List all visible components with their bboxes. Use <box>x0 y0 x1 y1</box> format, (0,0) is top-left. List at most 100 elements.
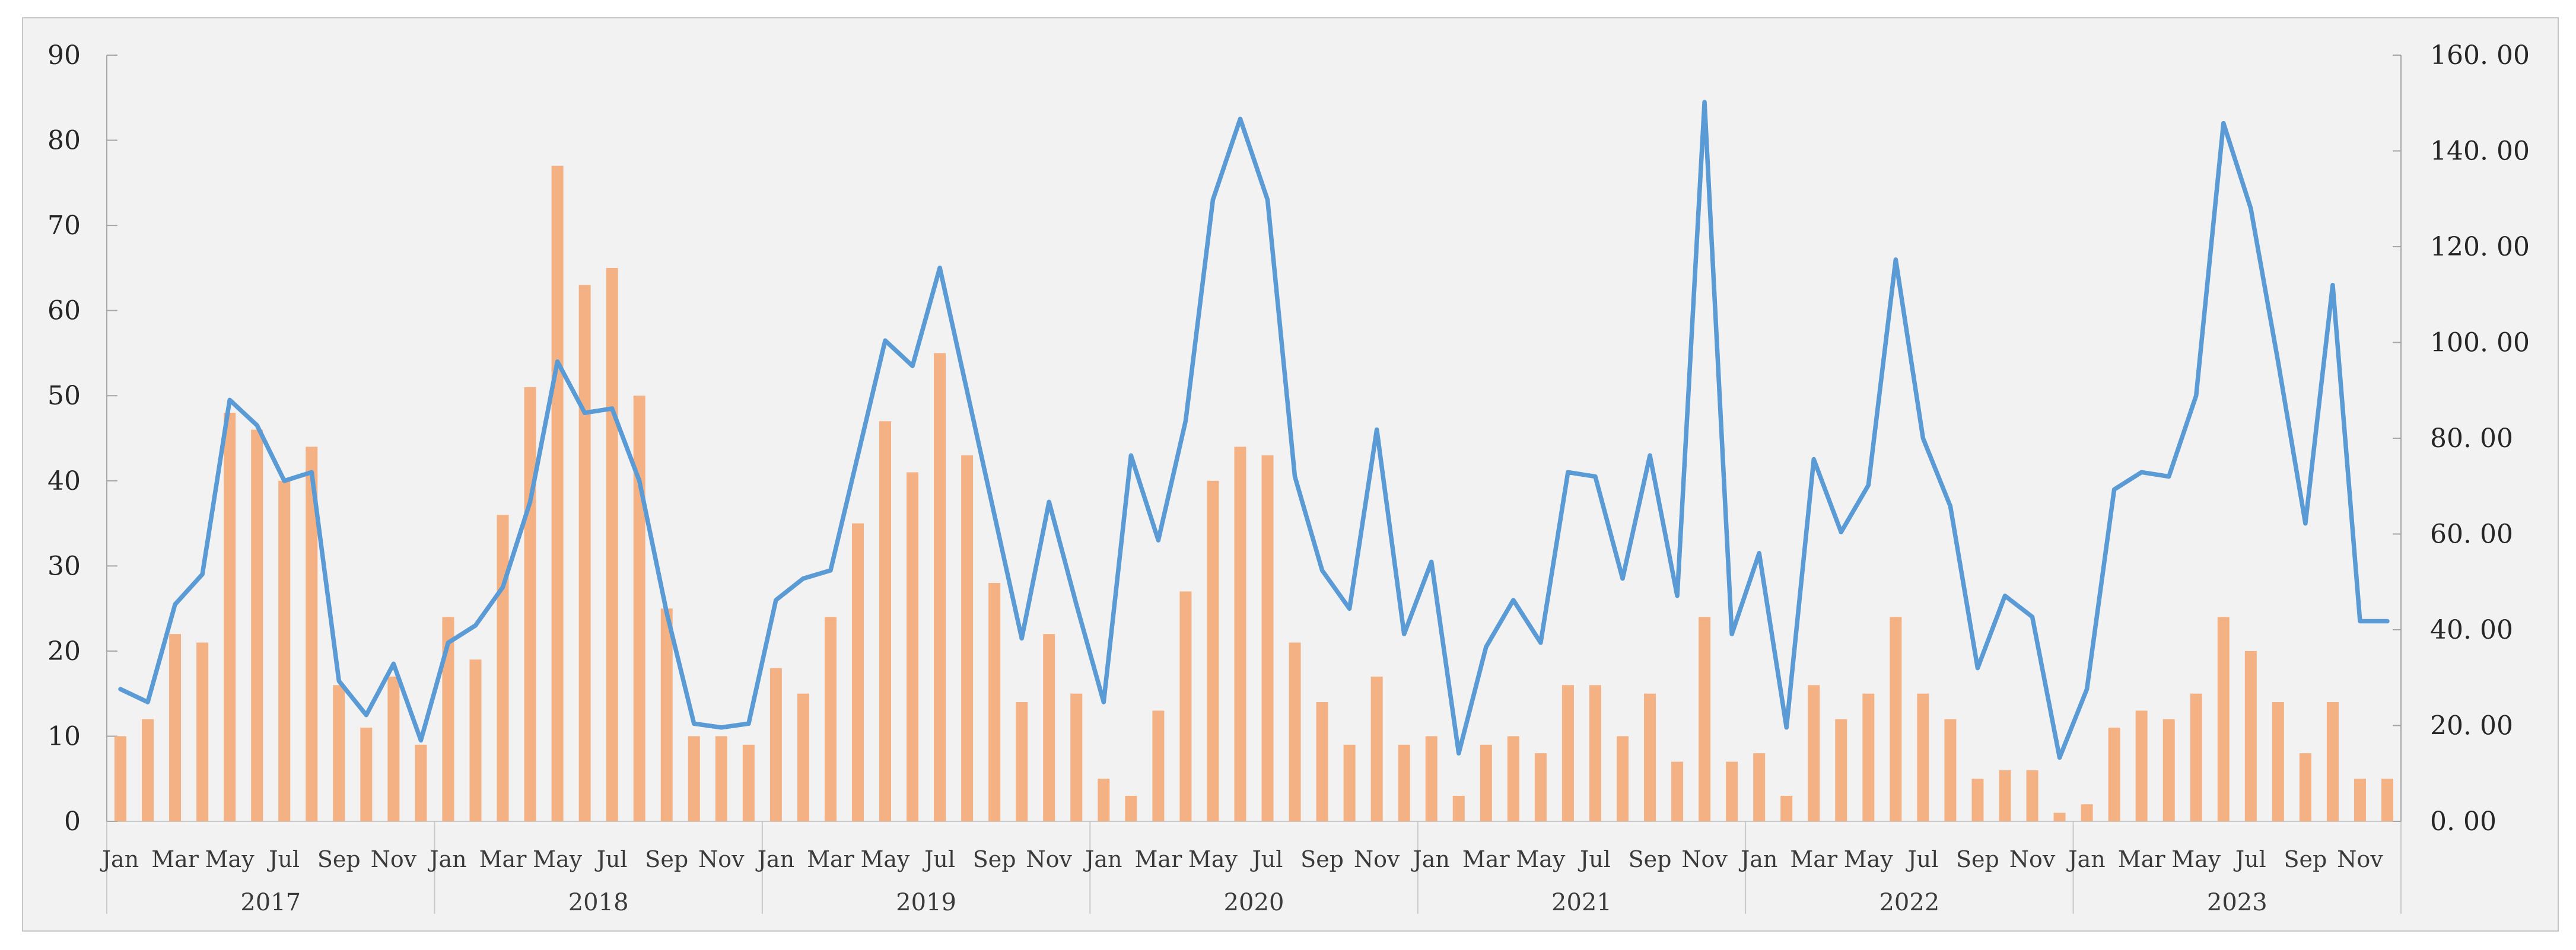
month-tick-label: Mar <box>1135 846 1183 872</box>
bar-column <box>2272 702 2284 821</box>
bar-column <box>387 676 400 821</box>
bar-column <box>1616 736 1629 821</box>
bar-column <box>442 617 454 821</box>
bar-column <box>824 617 837 821</box>
bar-column <box>660 608 673 821</box>
month-tick-label: May <box>1844 846 1894 872</box>
bar-column <box>1452 795 1465 821</box>
bar-column <box>1999 770 2011 821</box>
left-axis-tick-label: 0 <box>64 806 81 837</box>
left-axis-tick-label: 80 <box>47 126 81 156</box>
left-axis-tick-label: 60 <box>47 296 81 326</box>
bar-column <box>2053 812 2066 821</box>
bar-column <box>1644 693 1656 821</box>
left-axis-tick-label: 10 <box>47 721 81 751</box>
bar-column <box>2326 702 2339 821</box>
month-tick-label: Jan <box>427 846 466 872</box>
bar-column <box>606 267 618 821</box>
month-tick-label: Jul <box>1250 846 1283 872</box>
month-tick-label: Sep <box>645 846 688 872</box>
bar-column <box>2162 719 2175 821</box>
bar-column <box>797 693 809 821</box>
bar-column <box>1726 761 1738 821</box>
bar-column <box>1043 634 1055 821</box>
bar-column <box>251 429 263 821</box>
month-tick-label: Nov <box>1354 846 1400 872</box>
bar-column <box>934 353 946 821</box>
bar-column <box>1480 744 1492 821</box>
left-axis-tick-label: 30 <box>47 551 81 581</box>
bar-column <box>551 165 564 822</box>
left-axis-tick-label: 50 <box>47 381 81 411</box>
right-axis-tick-label: 100. 00 <box>2430 328 2530 358</box>
bar-column <box>1289 642 1301 821</box>
year-label: 2023 <box>2207 889 2267 916</box>
bar-column <box>2135 710 2148 821</box>
bar-column <box>415 744 427 821</box>
bar-column <box>2354 779 2366 821</box>
month-tick-label: Jan <box>100 846 139 872</box>
bar-column <box>2244 651 2257 821</box>
bar-column <box>169 634 182 821</box>
bar-column <box>1507 736 1519 821</box>
bar-column <box>769 668 782 821</box>
year-label: 2017 <box>240 889 301 916</box>
month-tick-label: Jan <box>1083 846 1122 872</box>
bar-column <box>1098 779 1110 821</box>
bar-column <box>742 744 755 821</box>
bar-column <box>524 387 536 821</box>
bar-column <box>633 396 645 821</box>
bar-column <box>1370 676 1383 821</box>
right-axis-tick-label: 140. 00 <box>2430 136 2530 167</box>
month-tick-label: Nov <box>2337 846 2383 872</box>
bar-column <box>1152 710 1165 821</box>
bar-column <box>1425 736 1438 821</box>
month-tick-label: May <box>533 846 583 872</box>
bar-column <box>360 728 373 821</box>
bar-column <box>2026 770 2038 821</box>
bar-column <box>2190 693 2202 821</box>
bar-column <box>851 523 864 821</box>
bar-column <box>2081 804 2093 821</box>
bar-column <box>578 285 591 822</box>
month-tick-label: Jan <box>2066 846 2105 872</box>
month-tick-label: Mar <box>2118 846 2166 872</box>
month-tick-label: Jul <box>2233 846 2266 872</box>
bar-column <box>1261 455 1274 821</box>
bar-column <box>1890 617 1902 821</box>
bar-column <box>1070 693 1083 821</box>
month-tick-label: Mar <box>807 846 855 872</box>
bar-column <box>1780 795 1793 821</box>
month-tick-label: May <box>1188 846 1238 872</box>
right-axis-tick-label: 0. 00 <box>2430 806 2497 837</box>
bar-column <box>115 736 127 821</box>
year-label: 2021 <box>1551 889 1612 916</box>
bar-column <box>879 421 892 821</box>
right-axis-tick-label: 160. 00 <box>2430 40 2530 71</box>
bar-column <box>1234 447 1246 821</box>
left-axis-tick-label: 90 <box>47 40 81 71</box>
bar-column <box>1179 591 1192 821</box>
right-axis-tick-label: 120. 00 <box>2430 232 2530 262</box>
month-tick-label: Sep <box>317 846 361 872</box>
bar-column <box>715 736 727 821</box>
month-tick-label: Mar <box>479 846 527 872</box>
bar-column <box>224 412 236 821</box>
bar-column <box>988 583 1001 821</box>
bar-column <box>1862 693 1875 821</box>
month-tick-label: May <box>860 846 910 872</box>
bar-column <box>1316 702 1328 821</box>
month-tick-label: Sep <box>973 846 1016 872</box>
month-tick-label: Mar <box>1790 846 1838 872</box>
right-axis-tick-label: 60. 00 <box>2430 519 2513 550</box>
bar-column <box>1971 779 1984 821</box>
bar-column <box>907 472 919 821</box>
bar-column <box>333 685 345 821</box>
month-tick-label: Jul <box>1905 846 1938 872</box>
year-label: 2020 <box>1224 889 1284 916</box>
bar-column <box>1125 795 1137 821</box>
bar-column <box>1917 693 1929 821</box>
bar-column <box>2381 779 2393 821</box>
year-label: 2022 <box>1879 889 1939 916</box>
